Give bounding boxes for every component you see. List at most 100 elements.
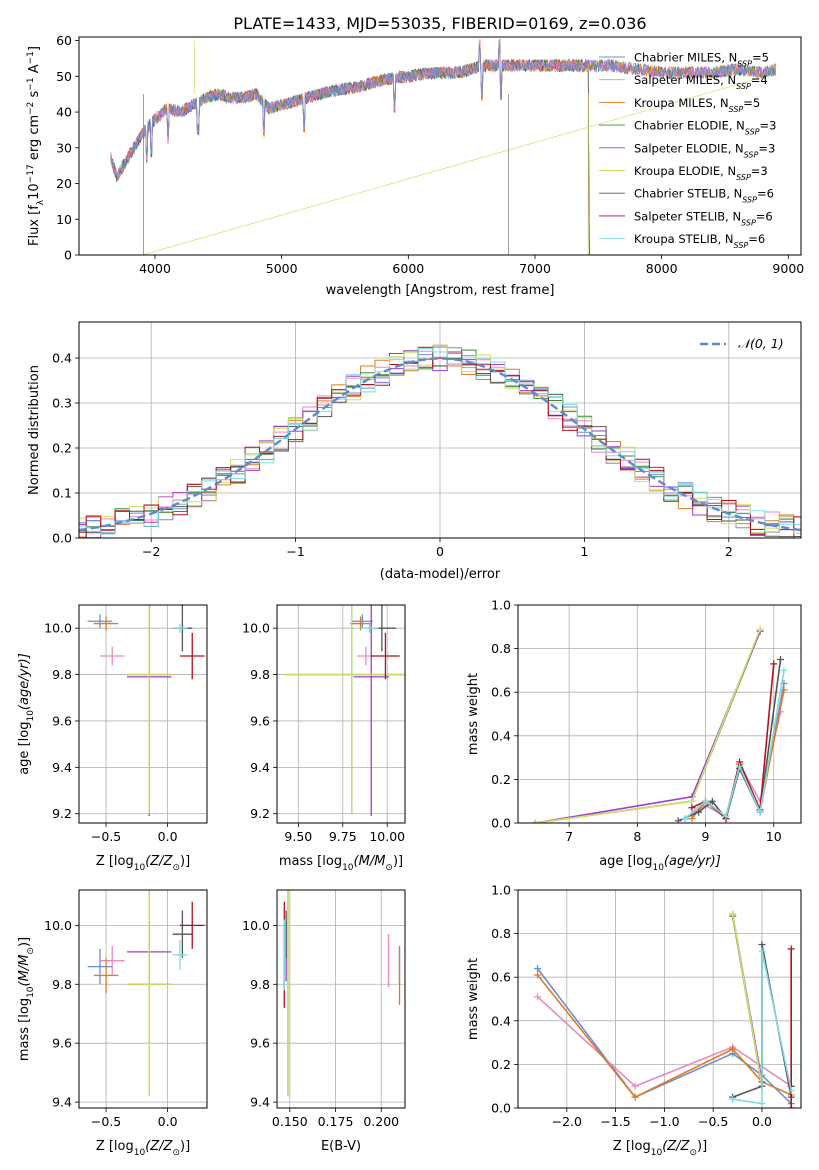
weight-marker-kroupa-miles xyxy=(631,1093,639,1101)
weight_vs_Z-plot-area xyxy=(534,910,795,1108)
x-tick-label: 10 xyxy=(766,829,782,844)
weight_vs_Z-axes: −2.0 −1.5 −1.0 −0.5 0.0 0.0 0.2 0.4 0.6 0.8 1.0 Z [… xyxy=(466,883,802,1158)
spectrum-line-chabrier-stelib xyxy=(110,41,590,255)
x-tick-label: 8 xyxy=(633,829,641,844)
y-tick-label: 9.2 xyxy=(250,806,270,821)
y-tick-label: 0.3 xyxy=(52,396,72,411)
y-tick-label: 0.1 xyxy=(52,486,72,501)
y-tick-label: 10.0 xyxy=(242,918,270,933)
hist-chabrier-miles xyxy=(79,346,801,534)
x-tick-label: 0.175 xyxy=(318,1114,354,1129)
weight-line-kroupa-stelib xyxy=(684,670,785,820)
y-tick-label: 9.4 xyxy=(52,760,72,775)
x-tick-label: 0.150 xyxy=(272,1114,308,1129)
weight-marker-kroupa-elodie xyxy=(756,625,764,633)
mass_vs_ebv-plot-area xyxy=(283,890,401,1097)
y-tick-label: 0.8 xyxy=(491,926,511,941)
y-tick-label: 0.4 xyxy=(52,351,72,366)
legend-label-chabrier-miles: Chabrier MILES, NSSP=5 xyxy=(634,51,769,69)
x-axis-label: age [log10(age/yr)] xyxy=(599,854,721,873)
y-tick-label: 0.2 xyxy=(491,772,511,787)
y-axis-label: Flux [fλ10−17 erg cm−2 s−1 A−1] xyxy=(26,46,46,246)
x-tick-label: 9.50 xyxy=(284,829,312,844)
y-tick-label: 9.8 xyxy=(250,667,270,682)
legend-label-salpeter-stelib: Salpeter STELIB, NSSP=6 xyxy=(634,209,773,227)
residual_hist-plot-area xyxy=(79,344,801,538)
weight-marker-kroupa-stelib xyxy=(787,1087,795,1095)
residual_hist-axes: −2 −1 0 1 2 0.0 0.1 0.2 0.3 0.4 𝒩(0, 1) (data-model… xyxy=(27,321,802,582)
weight-line-kroupa-stelib xyxy=(732,950,792,1105)
x-tick-label: 7000 xyxy=(519,261,551,276)
weight-marker-kroupa-stelib xyxy=(736,762,744,770)
weight-marker-kroupa-stelib xyxy=(722,812,730,820)
hist-chabrier-stelib xyxy=(79,347,801,538)
legend-label-chabrier-stelib: Chabrier STELIB, NSSP=6 xyxy=(634,187,774,205)
weight_vs_age-plot-area xyxy=(531,625,788,823)
x-axis-label: Z [log10(Z/Z⊙)] xyxy=(96,1139,190,1158)
y-tick-label: 0.4 xyxy=(491,728,511,743)
x-tick-label: −0.5 xyxy=(91,1114,121,1129)
x-tick-label: 5000 xyxy=(266,261,298,276)
weight-marker-kroupa-stelib xyxy=(729,1095,737,1103)
y-tick-label: 9.8 xyxy=(250,977,270,992)
weight_vs_age-axes: 7 8 9 10 0.0 0.2 0.4 0.6 0.8 1.0 age [log10(age/yr… xyxy=(466,598,802,873)
mass_vs_ebv-axes: 0.150 0.175 0.200 9.4 9.6 9.8 10.0 E(B-V) xyxy=(242,889,406,1154)
x-tick-label: 0.0 xyxy=(158,1114,178,1129)
x-axis-label: E(B-V) xyxy=(321,1139,361,1154)
x-tick-label: −1 xyxy=(286,544,304,559)
y-tick-label: 9.8 xyxy=(52,667,72,682)
mass_vs_Z-axes: −0.5 0.0 9.4 9.6 9.8 10.0 Z [log10(Z/Z⊙)] mass … xyxy=(17,889,208,1158)
weight-marker-salpeter-stelib xyxy=(688,804,696,812)
y-tick-label: 0.2 xyxy=(52,441,72,456)
x-tick-label: 0 xyxy=(436,544,444,559)
y-axis-label: Normed distribution xyxy=(27,365,42,495)
mass_vs_Z-plot-area xyxy=(87,890,205,1097)
x-tick-label: 0.0 xyxy=(158,829,178,844)
weight-marker-kroupa-stelib xyxy=(780,666,788,674)
y-tick-label: 0.0 xyxy=(491,816,511,831)
x-tick-label: 8000 xyxy=(646,261,678,276)
axes-frame xyxy=(276,889,406,1109)
weight-marker-chabrier-stelib xyxy=(758,941,766,948)
weight-marker-kroupa-elodie xyxy=(729,910,737,918)
hist-kroupa-elodie xyxy=(79,345,801,534)
y-axis-label: mass weight xyxy=(466,673,481,755)
age_vs_mass-axes: 9.50 9.75 10.00 9.2 9.4 9.6 9.8 10.0 mass [log10… xyxy=(242,604,406,873)
y-tick-label: 0.8 xyxy=(491,641,511,656)
axes-frame xyxy=(517,889,802,1109)
age_vs_Z-axes: −0.5 0.0 9.2 9.4 9.6 9.8 10.0 Z [log10(Z/Z⊙)] ag… xyxy=(17,604,208,873)
y-tick-label: 30 xyxy=(56,140,72,155)
axes-frame xyxy=(78,604,208,824)
legend-label-gaussian: 𝒩(0, 1) xyxy=(738,336,784,351)
y-tick-label: 9.6 xyxy=(250,1036,270,1051)
y-axis-label: mass weight xyxy=(466,958,481,1040)
weight-marker-kroupa-miles xyxy=(780,686,788,694)
y-tick-label: 60 xyxy=(56,33,72,48)
x-tick-label: −2.0 xyxy=(552,1114,582,1129)
x-tick-label: −1.0 xyxy=(649,1114,679,1129)
y-tick-label: 1.0 xyxy=(491,883,511,898)
weight-marker-chabrier-stelib xyxy=(695,808,703,816)
y-axis-label: mass [log10(M/M⊙)] xyxy=(17,937,36,1061)
x-tick-label: 9.75 xyxy=(329,829,357,844)
y-tick-label: 10.0 xyxy=(242,621,270,636)
legend-label-salpeter-elodie: Salpeter ELODIE, NSSP=3 xyxy=(634,141,775,159)
weight-marker-kroupa-elodie xyxy=(688,797,696,805)
age_vs_Z-plot-area xyxy=(87,605,205,817)
weight-marker-chabrier-miles xyxy=(534,964,542,972)
weight-marker-kroupa-stelib xyxy=(681,815,689,823)
y-tick-label: 10.0 xyxy=(44,621,72,636)
legend-label-kroupa-miles: Kroupa MILES, NSSP=5 xyxy=(634,96,760,114)
y-tick-label: 0.0 xyxy=(491,1101,511,1116)
gaussian-curve xyxy=(79,357,801,532)
axes-frame xyxy=(517,604,802,824)
y-tick-label: 0.6 xyxy=(491,685,511,700)
x-tick-label: 9 xyxy=(702,829,710,844)
weight-marker-salpeter-miles xyxy=(631,1082,639,1090)
y-tick-label: 9.6 xyxy=(52,713,72,728)
axes-frame xyxy=(78,36,802,256)
y-tick-label: 20 xyxy=(56,176,72,191)
weight-marker-salpeter-miles xyxy=(534,993,542,1001)
legend-label-chabrier-elodie: Chabrier ELODIE, NSSP=3 xyxy=(634,119,776,137)
